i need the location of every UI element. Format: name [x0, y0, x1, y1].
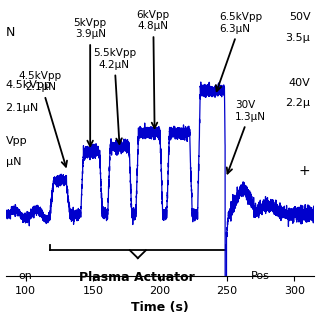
Text: 5.5kVpp
4.2μN: 5.5kVpp 4.2μN [93, 48, 136, 144]
Text: 6.5kVpp
6.3μN: 6.5kVpp 6.3μN [216, 12, 262, 91]
Text: 4.5kVpp
2.1μN: 4.5kVpp 2.1μN [19, 71, 67, 167]
Text: Vpp: Vpp [5, 137, 27, 147]
Text: 5kVpp
3.9μN: 5kVpp 3.9μN [74, 18, 107, 146]
Text: Plasma Actuator: Plasma Actuator [79, 270, 195, 284]
Text: 3.5μ: 3.5μ [286, 33, 310, 43]
Text: μN: μN [5, 157, 21, 167]
X-axis label: Time (s): Time (s) [131, 301, 189, 315]
Text: +: + [299, 164, 310, 178]
Text: on: on [19, 270, 33, 281]
Text: 4.5kVpp: 4.5kVpp [5, 80, 52, 90]
Text: 6kVpp
4.8μN: 6kVpp 4.8μN [137, 10, 170, 128]
Text: 2.2μ: 2.2μ [285, 98, 310, 108]
Text: 2.1μN: 2.1μN [5, 103, 39, 113]
Text: Pos: Pos [251, 270, 270, 281]
Text: 50V: 50V [289, 12, 310, 22]
Text: 40V: 40V [289, 78, 310, 88]
Text: N: N [5, 26, 15, 39]
Text: 30V
1.3μN: 30V 1.3μN [227, 100, 266, 173]
